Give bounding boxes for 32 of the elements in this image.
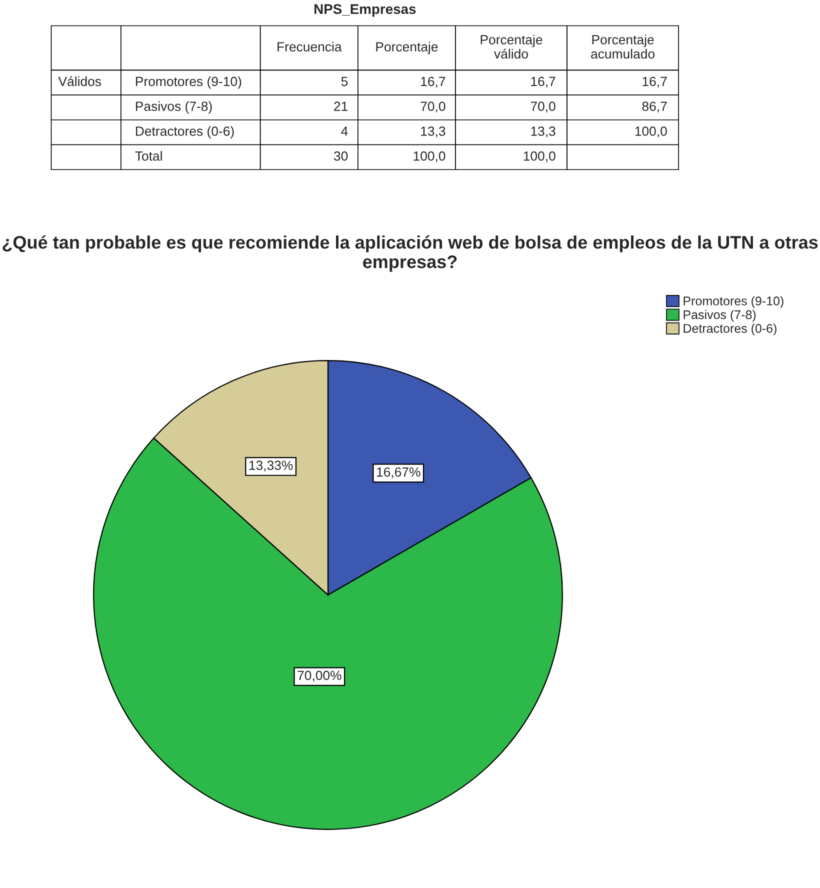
- category-label: Porcentaje: [376, 42, 438, 54]
- data-label: 16,67%: [376, 467, 420, 478]
- category-label: Total: [135, 151, 162, 161]
- text: 70,0: [420, 102, 446, 113]
- data-label: 70,00%: [298, 670, 342, 682]
- text: NPS_Empresas: [314, 4, 416, 17]
- text: Válidos: [58, 76, 102, 86]
- legend-label: Promotores (9-10): [684, 296, 784, 308]
- legend-label: Pasivos (7-8): [684, 310, 756, 322]
- text: 86,7: [642, 102, 667, 113]
- legend-label: Detractores (0-6): [684, 324, 776, 336]
- category-label: Porcentaje válido: [480, 34, 542, 59]
- text: 16,7: [642, 76, 667, 88]
- text: 16,7: [421, 76, 446, 88]
- data-label: 13,33%: [249, 460, 293, 472]
- text: 100,0: [524, 151, 556, 162]
- text: 16,7: [531, 76, 556, 88]
- text: 21: [334, 102, 348, 111]
- category-label: Pasivos (7-8): [136, 101, 212, 114]
- chart-title: ¿Qué tan probable es que recomiende la aplicación web de bolsa de empleos de la UTN a otras empresas?: [2, 235, 818, 272]
- category-label: Detractores (0-6): [136, 126, 234, 138]
- category-label: Frecuencia: [278, 42, 342, 52]
- text: 100,0: [414, 151, 446, 162]
- category-label: Promotores (9-10): [136, 76, 242, 89]
- category-label: Porcentaje acumulado: [591, 34, 655, 59]
- text: 13,3: [531, 126, 556, 138]
- text: 100,0: [635, 126, 667, 138]
- text: 13,3: [421, 126, 446, 138]
- text: 4: [341, 126, 348, 136]
- text: 70,0: [530, 102, 556, 113]
- text: 30: [334, 151, 348, 161]
- text: 5: [341, 76, 348, 86]
